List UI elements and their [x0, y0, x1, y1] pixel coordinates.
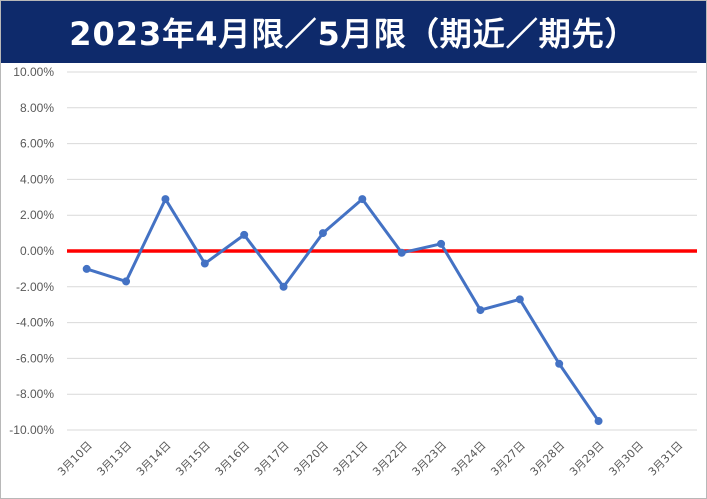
x-tick-label: 3月20日 [291, 439, 331, 479]
y-tick-label: -8.00% [16, 387, 54, 401]
data-point [122, 277, 131, 286]
x-tick-label: 3月17日 [252, 439, 292, 479]
x-tick-label: 3月21日 [331, 439, 371, 479]
data-point [476, 306, 485, 315]
data-point [200, 259, 209, 268]
data-point [161, 195, 170, 204]
x-tick-label: 3月22日 [370, 439, 410, 479]
y-tick-label: -4.00% [16, 316, 54, 330]
data-point [318, 229, 327, 238]
y-tick-label: 2.00% [20, 208, 54, 222]
data-point [279, 282, 288, 291]
x-tick-label: 3月24日 [449, 439, 489, 479]
x-tick-label: 3月27日 [488, 439, 528, 479]
data-point [240, 230, 249, 239]
y-tick-label: 8.00% [20, 101, 54, 115]
x-tick-label: 3月31日 [646, 439, 686, 479]
data-point [555, 359, 564, 368]
x-tick-label: 3月15日 [173, 439, 213, 479]
x-tick-label: 3月10日 [55, 439, 95, 479]
x-tick-label: 3月29日 [567, 439, 607, 479]
title-bar: 2023年4月限／5月限（期近／期先） [1, 1, 706, 63]
chart-title: 2023年4月限／5月限（期近／期先） [69, 15, 638, 53]
data-point [515, 295, 524, 304]
data-point [437, 239, 446, 248]
x-tick-label: 3月28日 [528, 439, 568, 479]
series-line [85, 197, 601, 423]
y-tick-label: 4.00% [20, 172, 54, 186]
y-tick-label: 6.00% [20, 137, 54, 151]
data-point [594, 417, 603, 426]
x-tick-label: 3月30日 [606, 439, 646, 479]
x-tick-label: 3月16日 [213, 439, 253, 479]
data-point [82, 264, 91, 273]
x-tick-label: 3月23日 [410, 439, 450, 479]
y-tick-label: -2.00% [16, 280, 54, 294]
y-tick-label: -6.00% [16, 351, 54, 365]
y-tick-label: 0.00% [20, 244, 54, 258]
x-tick-label: 3月14日 [134, 439, 174, 479]
x-tick-label: 3月13日 [95, 439, 135, 479]
data-point [397, 248, 406, 257]
data-point [358, 195, 367, 204]
y-tick-label: -10.00% [9, 423, 54, 437]
y-tick-label: 10.00% [13, 65, 54, 79]
